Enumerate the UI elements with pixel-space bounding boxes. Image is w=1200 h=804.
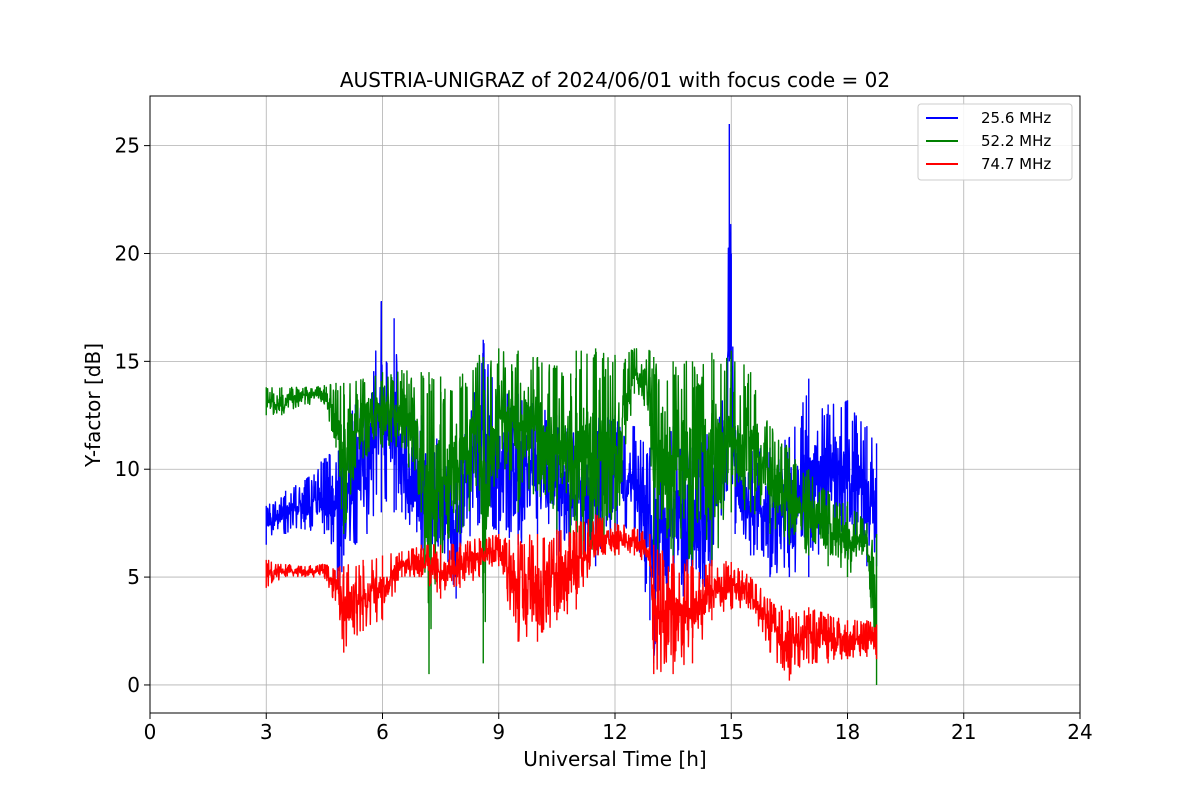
legend: 25.6 MHz 52.2 MHz 74.7 MHz [917,103,1073,181]
x-tick-label: 12 [602,720,627,744]
series-layer [265,124,878,685]
legend-label-25-6-mhz: 25.6 MHz [981,109,1051,127]
y-axis: 0 5 10 15 20 25 [115,134,150,697]
legend-label-52-2-mhz: 52.2 MHz [981,132,1051,150]
y-tick-label: 0 [127,673,140,697]
y-tick-label: 20 [115,241,140,265]
series-line-74-7-mhz [265,514,878,681]
x-tick-label: 9 [492,720,505,744]
chart-title: AUSTRIA-UNIGRAZ of 2024/06/01 with focus… [340,68,890,92]
x-tick-label: 6 [376,720,389,744]
y-tick-label: 10 [115,457,140,481]
x-tick-label: 21 [951,720,976,744]
x-tick-label: 3 [260,720,273,744]
series-line-52-2-mhz [265,348,878,685]
x-axis-label: Universal Time [h] [523,747,706,771]
y-tick-label: 15 [115,349,140,373]
x-tick-label: 0 [144,720,157,744]
y-tick-label: 5 [127,565,140,589]
legend-label-74-7-mhz: 74.7 MHz [981,155,1051,173]
legend-box [917,103,1073,181]
x-tick-label: 24 [1067,720,1092,744]
x-tick-label: 18 [835,720,860,744]
x-tick-label: 15 [719,720,744,744]
y-tick-label: 25 [115,134,140,158]
y-axis-label: Y-factor [dB] [81,343,105,468]
x-axis: 0 3 6 9 12 15 18 21 24 [144,713,1093,744]
